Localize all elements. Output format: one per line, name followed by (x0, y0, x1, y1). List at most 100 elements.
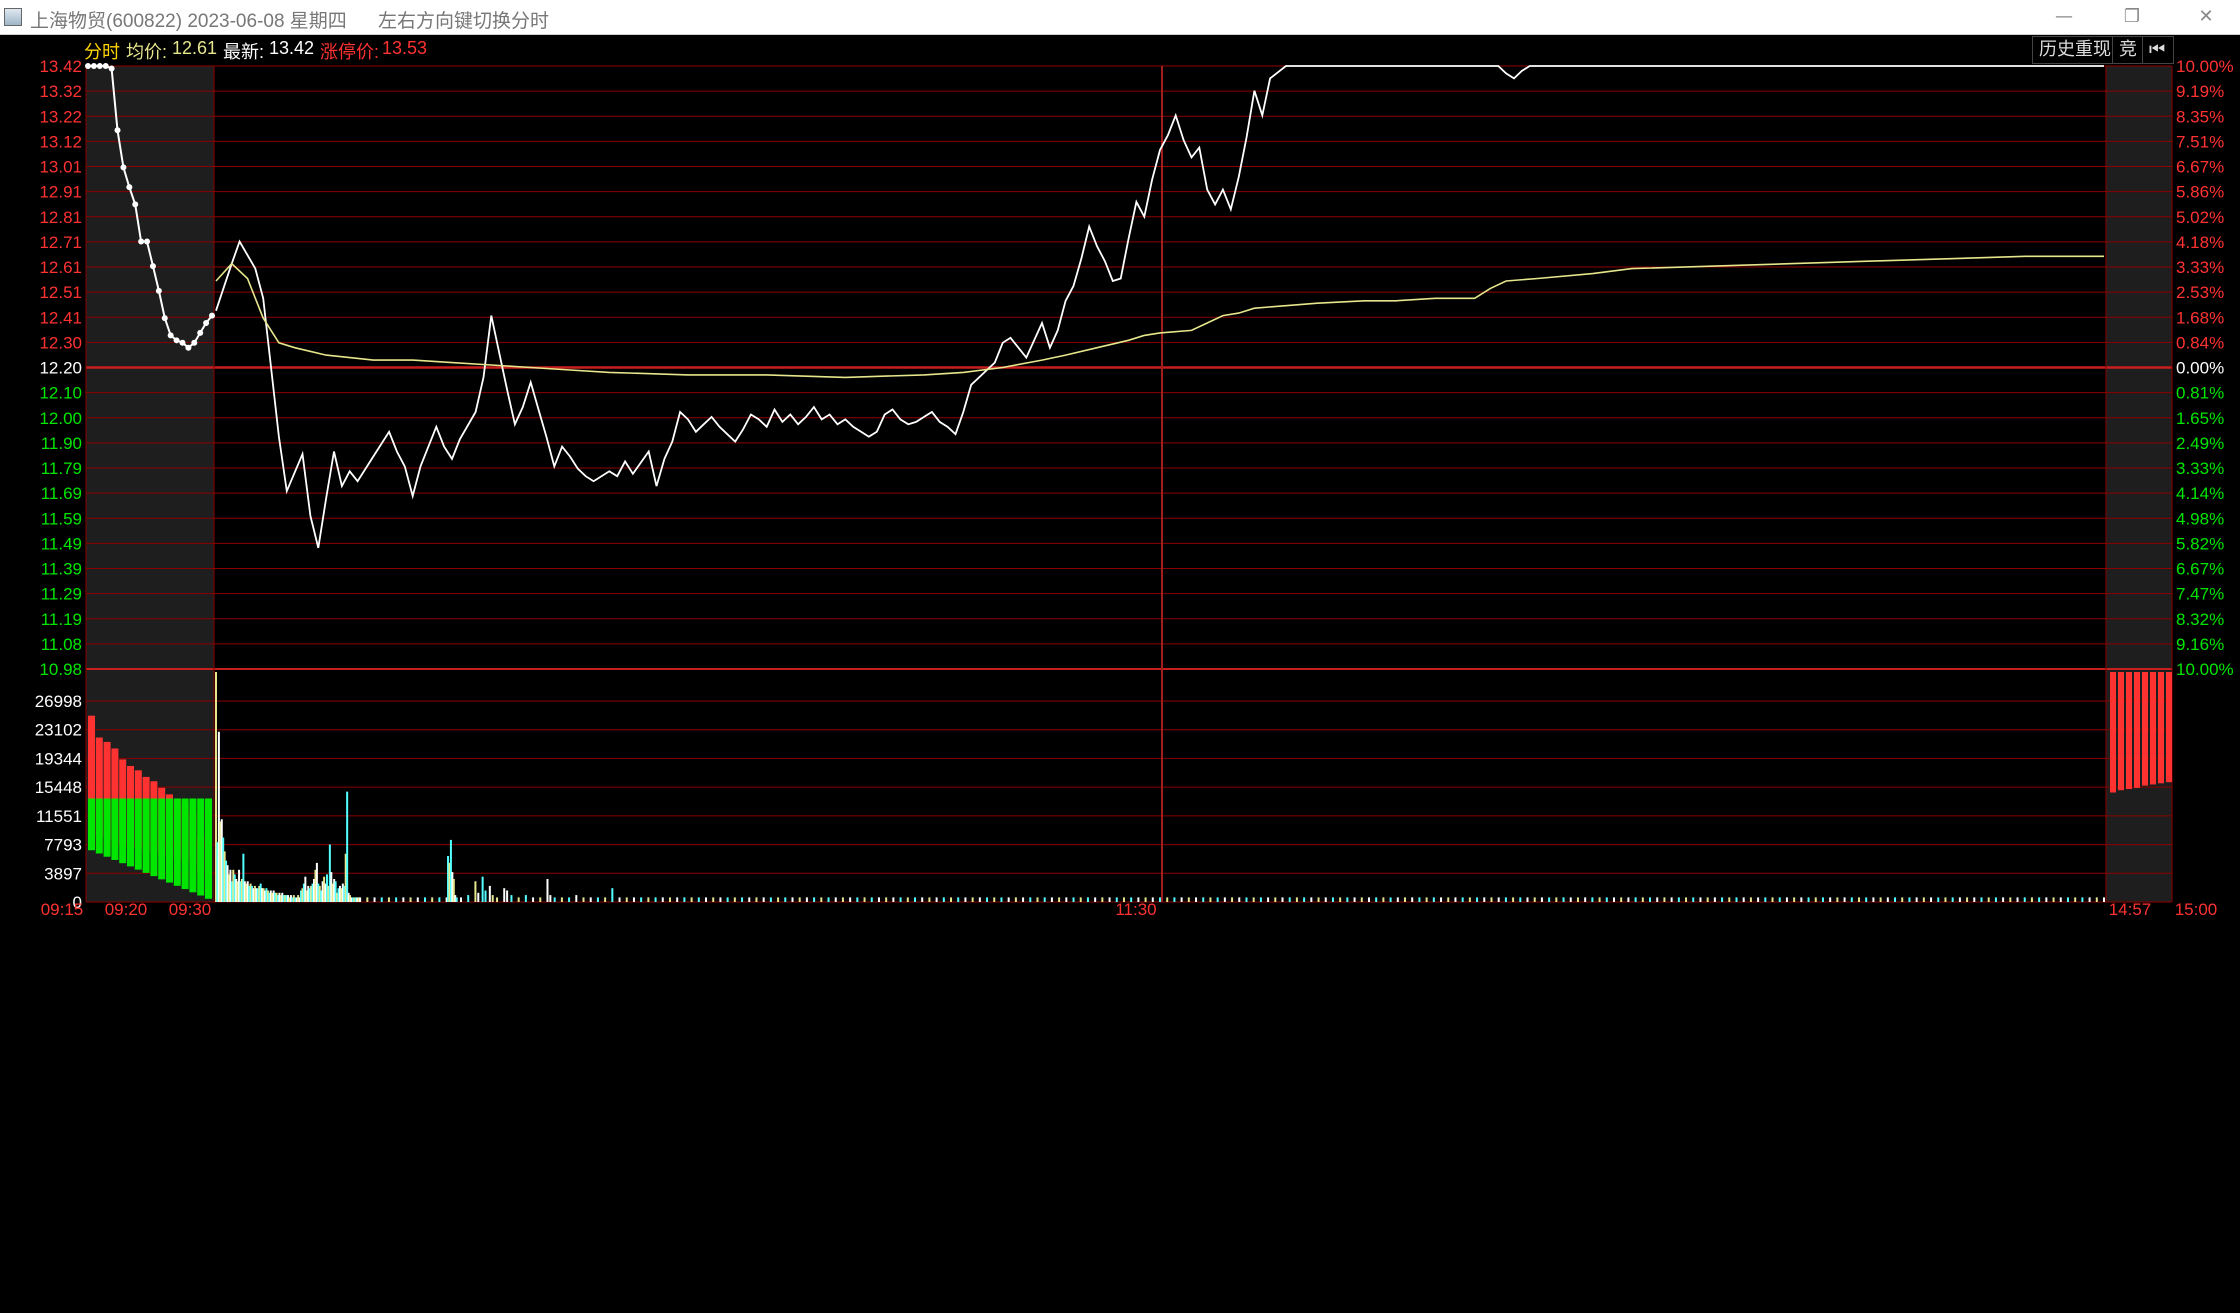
pct-axis-label: 3.33% (2176, 459, 2224, 478)
price-axis-label: 11.90 (41, 434, 82, 453)
price-axis-label: 11.08 (41, 635, 82, 654)
auction-button[interactable]: 竞 (2112, 36, 2144, 64)
auction-price-point (173, 337, 180, 344)
price-axis-label: 11.29 (41, 585, 82, 604)
pct-axis-label: 5.86% (2176, 183, 2224, 202)
volume-axis-label: 19344 (35, 749, 82, 768)
pct-axis-label: 7.47% (2176, 585, 2224, 604)
auction-price-point (179, 339, 186, 346)
price-axis-label: 13.22 (39, 107, 82, 126)
volume-axis-label: 3897 (44, 864, 82, 883)
pct-axis-label: 5.82% (2176, 534, 2224, 553)
price-axis-label: 12.30 (39, 333, 82, 352)
auction-sell-bar (103, 798, 111, 857)
auction-sell-bar (111, 798, 119, 860)
price-axis-label: 12.71 (39, 233, 82, 252)
auction-price-point (120, 164, 127, 171)
pct-axis-label: 1.68% (2176, 308, 2224, 327)
price-axis-label: 11.59 (41, 509, 82, 528)
app-icon (4, 8, 22, 26)
auction-sell-bar (142, 798, 150, 873)
pct-axis-label: 5.02% (2176, 208, 2224, 227)
time-axis-label: 11:30 (1115, 900, 1156, 919)
price-axis-label: 11.79 (41, 459, 82, 478)
price-axis-label: 12.61 (39, 258, 82, 277)
auction-price-point (185, 344, 192, 351)
limit-up-label: 涨停价: (320, 42, 380, 62)
auction-price-point (209, 312, 215, 319)
auction-sell-bar (119, 798, 127, 864)
auction-price-line (88, 65, 213, 349)
price-axis-label: 12.81 (39, 208, 82, 227)
auction-sell-bar (205, 798, 212, 899)
price-axis-label: 12.91 (39, 183, 82, 202)
auction-price-point (203, 320, 210, 327)
pct-axis-label: 8.32% (2176, 610, 2224, 629)
auction-buy-bar (103, 741, 111, 839)
auction-price-point (126, 184, 133, 191)
pct-axis-label: 6.67% (2176, 560, 2224, 579)
auction-buy-bar (111, 748, 119, 841)
price-axis-label: 11.49 (41, 534, 82, 553)
price-axis-label: 13.01 (39, 158, 82, 177)
price-axis-label: 11.39 (41, 560, 82, 579)
auction-price-point (155, 287, 162, 294)
auction-sell-bar (88, 798, 95, 851)
pct-axis-label: 10.00% (2176, 57, 2234, 76)
time-axis-label: 14:57 (2109, 900, 2152, 919)
close-auction-bar (2118, 672, 2124, 791)
jump-to-start-icon[interactable]: ⏮ (2142, 36, 2174, 64)
pct-axis-label: 0.81% (2176, 384, 2224, 403)
price-axis-label: 11.69 (41, 484, 82, 503)
close-button[interactable]: ✕ (2198, 6, 2214, 27)
intraday-chart[interactable]: 13.42 10.00% 13.32 9.19% 13.22 8.35% 13.12 7.51… (0, 35, 2240, 1313)
auction-buy-bar (88, 715, 95, 830)
avg-price-label: 均价: (126, 42, 168, 62)
last-price-value: 13.42 (269, 38, 315, 58)
limit-up-value: 13.53 (382, 38, 428, 58)
history-replay-button[interactable]: 历史重现 (2032, 36, 2118, 64)
restore-button[interactable]: ❐ (2123, 6, 2141, 27)
price-axis-label: 12.41 (39, 308, 82, 327)
pct-axis-label: 7.51% (2176, 132, 2224, 151)
pct-axis-label: 4.14% (2176, 484, 2224, 503)
pct-axis-label: 6.67% (2176, 158, 2224, 177)
navigation-hint: 左右方向键切换分时 (378, 11, 550, 32)
price-axis-label: 12.00 (39, 409, 82, 428)
pct-axis-label: 4.18% (2176, 233, 2224, 252)
auction-price-point (132, 201, 139, 208)
pct-axis-label: 4.98% (2176, 509, 2224, 528)
time-axis-label: 09:15 (41, 900, 84, 919)
price-axis-label: 13.42 (39, 57, 82, 76)
auction-price-point (161, 315, 168, 322)
window-title: 上海物贸(600822) 2023-06-08 星期四 (30, 11, 347, 32)
auction-price-point (138, 238, 145, 245)
minimize-button[interactable]: — (2055, 6, 2073, 27)
auction-sell-bar (181, 798, 189, 890)
close-auction-bar (2158, 672, 2164, 784)
last-price-label: 最新: (223, 42, 265, 62)
close-auction-bar (2110, 672, 2116, 793)
auction-price-point (167, 332, 174, 339)
volume-axis-label: 7793 (44, 836, 82, 855)
pct-axis-label: 9.16% (2176, 635, 2224, 654)
auction-sell-bar (150, 798, 158, 877)
auction-price-point (90, 63, 97, 69)
auction-sell-bar (173, 798, 181, 886)
price-axis-label: 12.10 (39, 384, 82, 403)
auction-sell-bar (189, 798, 197, 893)
close-auction-bar (2150, 672, 2156, 785)
pct-axis-label: 9.19% (2176, 82, 2224, 101)
auction-sell-bar (127, 798, 134, 867)
volume-axis-label: 26998 (35, 692, 82, 711)
auction-sell-bar (166, 798, 173, 883)
auction-sell-bar (158, 798, 166, 880)
title-bar: 上海物贸(600822) 2023-06-08 星期四 左右方向键切换分时 — … (0, 0, 2240, 35)
avg-price-line (215, 255, 2104, 379)
close-auction-bar (2142, 672, 2148, 786)
price-axis-label: 11.19 (41, 610, 82, 629)
auction-price-point (114, 127, 121, 134)
volume-axis-label: 0 (73, 893, 82, 912)
auction-price-point (144, 238, 151, 245)
close-auction-bar (2126, 672, 2132, 790)
